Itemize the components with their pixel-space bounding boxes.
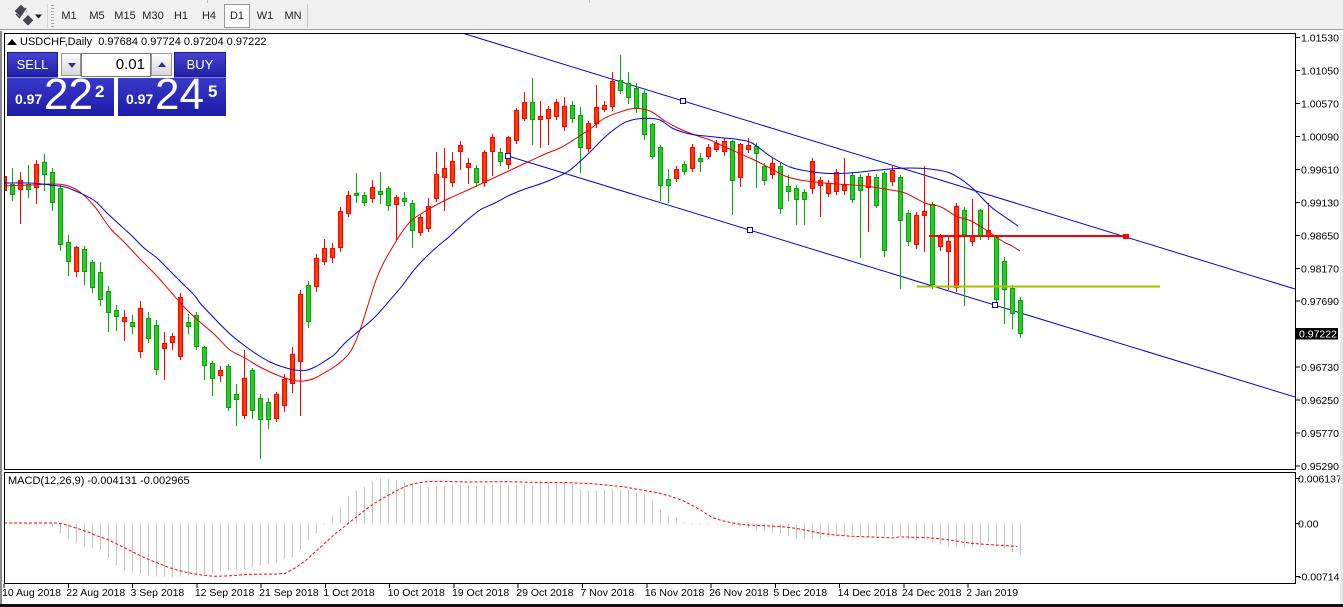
svg-text:1 Oct 2018: 1 Oct 2018 [323, 587, 375, 599]
svg-text:7 Nov 2018: 7 Nov 2018 [581, 587, 635, 599]
svg-text:1.01530: 1.01530 [1301, 33, 1339, 45]
svg-text:0.006137: 0.006137 [1298, 473, 1342, 485]
svg-text:12 Sep 2018: 12 Sep 2018 [195, 587, 255, 599]
svg-text:0.99130: 0.99130 [1301, 197, 1339, 209]
svg-text:0.98170: 0.98170 [1301, 263, 1339, 275]
svg-text:0.97690: 0.97690 [1301, 296, 1339, 308]
svg-text:3 Sep 2018: 3 Sep 2018 [131, 587, 185, 599]
svg-text:0.00: 0.00 [1298, 519, 1319, 531]
svg-text:0.97222: 0.97222 [1299, 328, 1337, 340]
svg-text:-0.007142: -0.007142 [1298, 572, 1343, 584]
svg-text:14 Dec 2018: 14 Dec 2018 [838, 587, 898, 599]
svg-text:19 Oct 2018: 19 Oct 2018 [452, 587, 509, 599]
svg-text:22 Aug 2018: 22 Aug 2018 [66, 587, 125, 599]
svg-text:10 Aug 2018: 10 Aug 2018 [2, 587, 61, 599]
svg-text:21 Sep 2018: 21 Sep 2018 [259, 587, 319, 599]
svg-text:0.96250: 0.96250 [1301, 395, 1339, 407]
svg-text:1.01050: 1.01050 [1301, 66, 1339, 78]
svg-text:0.96730: 0.96730 [1301, 362, 1339, 374]
svg-text:1.00570: 1.00570 [1301, 99, 1339, 111]
svg-text:0.95290: 0.95290 [1301, 461, 1339, 473]
svg-text:5 Dec 2018: 5 Dec 2018 [773, 587, 827, 599]
svg-text:0.95770: 0.95770 [1301, 428, 1339, 440]
svg-text:2 Jan 2019: 2 Jan 2019 [966, 587, 1018, 599]
svg-text:24 Dec 2018: 24 Dec 2018 [902, 587, 962, 599]
svg-text:1.00090: 1.00090 [1301, 132, 1339, 144]
svg-text:10 Oct 2018: 10 Oct 2018 [388, 587, 445, 599]
svg-text:26 Nov 2018: 26 Nov 2018 [709, 587, 769, 599]
svg-text:0.98650: 0.98650 [1301, 230, 1339, 242]
svg-text:0.99610: 0.99610 [1301, 165, 1339, 177]
svg-text:16 Nov 2018: 16 Nov 2018 [645, 587, 705, 599]
svg-text:29 Oct 2018: 29 Oct 2018 [516, 587, 573, 599]
